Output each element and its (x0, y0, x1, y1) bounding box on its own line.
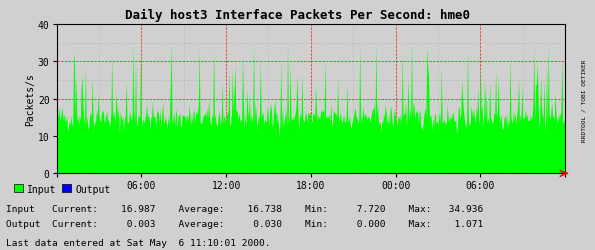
Text: Last data entered at Sat May  6 11:10:01 2000.: Last data entered at Sat May 6 11:10:01 … (6, 238, 271, 247)
Text: RRDTOOL / TOBI OETIKER: RRDTOOL / TOBI OETIKER (582, 59, 587, 141)
Y-axis label: Packets/s: Packets/s (25, 73, 35, 126)
Text: Output  Current:     0.003    Average:     0.030    Min:     0.000    Max:    1.: Output Current: 0.003 Average: 0.030 Min… (6, 219, 483, 228)
Legend: Input, Output: Input, Output (11, 181, 114, 197)
Text: Daily host3 Interface Packets Per Second: hme0: Daily host3 Interface Packets Per Second… (125, 9, 470, 22)
Text: Input   Current:    16.987    Average:    16.738    Min:     7.720    Max:   34.: Input Current: 16.987 Average: 16.738 Mi… (6, 204, 483, 213)
